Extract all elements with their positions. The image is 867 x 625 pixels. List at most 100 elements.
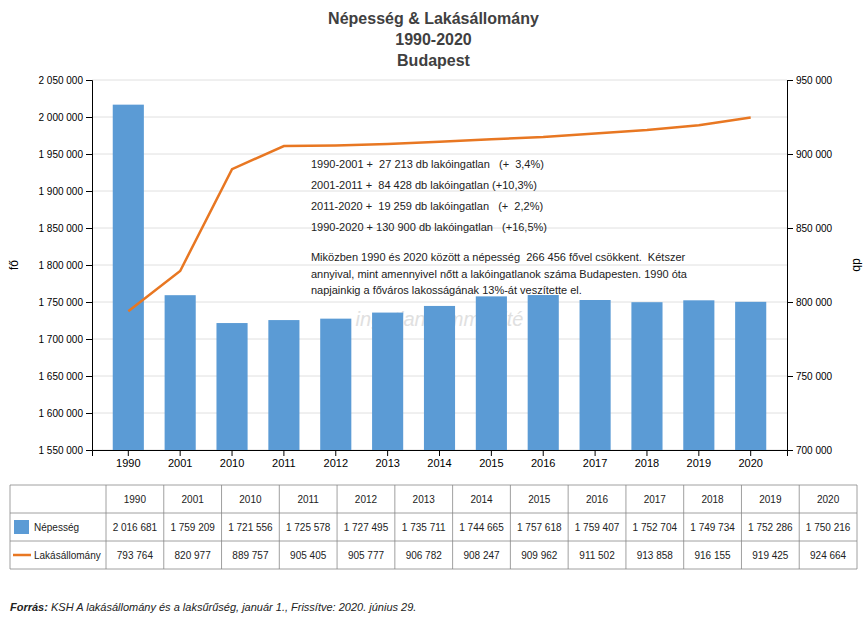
plot: ingatlancommunité19902001201020112012201…: [39, 75, 833, 469]
table-rule: [452, 485, 453, 569]
y-axis: 1 550 0001 600 0001 650 0001 700 0001 75…: [39, 75, 93, 456]
legend-swatch: [14, 520, 29, 534]
tick-label: 1 850 000: [39, 223, 84, 234]
table-value: 916 155: [694, 550, 731, 561]
legend-label: Népesség: [34, 522, 79, 533]
table-value: 820 977: [175, 550, 212, 561]
table-value: 1 721 556: [228, 522, 273, 533]
tick-mark: [86, 228, 92, 229]
tick-label: 750 000: [796, 371, 833, 382]
tick: 2012: [324, 450, 348, 469]
tick-mark: [232, 450, 233, 456]
annotation: 2011-2020 + 19 259 db lakóingatlan (+ 2,…: [311, 200, 543, 212]
table-value: 908 247: [463, 550, 500, 561]
table-rule: [337, 485, 338, 569]
table-value: 1 750 216: [806, 522, 851, 533]
tick-label: 2020: [738, 457, 762, 469]
table-header: 2017: [644, 494, 667, 505]
tick-mark: [646, 450, 647, 456]
table-rule: [221, 485, 222, 569]
annotation: 1990-2020 + 130 900 db lakóingatlan (+16…: [311, 221, 547, 233]
tick-label: 850 000: [796, 223, 833, 234]
table-rule: [10, 485, 11, 569]
tick: 1 700 000: [39, 334, 93, 345]
line: [128, 117, 750, 311]
table-value: 1 752 704: [633, 522, 678, 533]
tick: 2010: [220, 450, 244, 469]
tick-mark: [86, 376, 92, 377]
tick-mark: [86, 154, 92, 155]
axis-line: [788, 81, 794, 451]
tick-label: 2 000 000: [39, 112, 84, 123]
tick: 2011: [272, 450, 296, 469]
tick-label: 2016: [531, 457, 555, 469]
table-value: 909 962: [521, 550, 558, 561]
table-header: 2012: [355, 494, 378, 505]
table-rule: [10, 569, 857, 570]
tick-mark: [787, 80, 793, 81]
tick-label: 800 000: [796, 297, 833, 308]
source-text: KSH A lakásállomány és a laksűrűség, jan…: [48, 601, 416, 613]
table-rule: [625, 485, 626, 569]
tick-label: 1 600 000: [39, 408, 84, 419]
tick: 1 900 000: [39, 186, 93, 197]
tick-label: 2010: [220, 457, 244, 469]
y-axis-title: fő: [7, 260, 21, 270]
tick-mark: [86, 191, 92, 192]
bar: [268, 320, 299, 450]
tick-mark: [750, 450, 751, 456]
tick-mark: [387, 450, 388, 456]
tick: 1 650 000: [39, 371, 93, 382]
tick: 850 000: [787, 223, 833, 234]
tick: 2014: [427, 450, 451, 469]
tick-mark: [86, 450, 92, 451]
table-value: 1 749 734: [690, 522, 735, 533]
table-rule: [741, 485, 742, 569]
legend-swatch: [13, 554, 31, 557]
bar: [631, 302, 662, 450]
tick: 1 800 000: [39, 260, 93, 271]
tick-label: 2019: [687, 457, 711, 469]
axis-line: [86, 81, 93, 451]
tick-label: 2001: [168, 457, 192, 469]
tick-mark: [491, 450, 492, 456]
tick: 1 750 000: [39, 297, 93, 308]
table-value: 1 727 495: [344, 522, 389, 533]
tick-label: 1 950 000: [39, 149, 84, 160]
tick-mark: [787, 154, 793, 155]
table-rule: [857, 485, 858, 569]
table-rule: [10, 541, 857, 542]
tick-label: 700 000: [796, 445, 833, 456]
tick: 2001: [168, 450, 192, 469]
title: Népesség & Lakásállomány: [328, 10, 539, 27]
bar: [424, 306, 455, 450]
bar: [683, 300, 714, 450]
tick-mark: [335, 450, 336, 456]
grid-line: [92, 302, 787, 303]
table-rule: [568, 485, 569, 569]
bar: [735, 302, 766, 450]
source-label: Forrás:: [10, 601, 48, 613]
grid-line: [92, 117, 787, 118]
tick-mark: [595, 450, 596, 456]
table-value: 1 735 711: [402, 522, 446, 533]
tick: 2018: [635, 450, 659, 469]
data-table: 1990200120102011201220132014201520162017…: [10, 485, 857, 569]
tick-label: 2 050 000: [39, 75, 84, 86]
table-value: 2 016 681: [113, 522, 158, 533]
table-rule: [10, 513, 857, 514]
table-header: 2016: [586, 494, 609, 505]
tick-mark: [86, 302, 92, 303]
bar: [372, 313, 403, 450]
tick-mark: [439, 450, 440, 456]
tick-mark: [543, 450, 544, 456]
tick: 2020: [738, 450, 762, 469]
tick-label: 1 750 000: [39, 297, 84, 308]
tick-label: 900 000: [796, 149, 833, 160]
marks: [113, 105, 767, 450]
table-rule: [799, 485, 800, 569]
table-rule: [106, 485, 107, 569]
bar: [165, 295, 196, 450]
table-rule: [683, 485, 684, 569]
table-value: 793 764: [117, 550, 154, 561]
